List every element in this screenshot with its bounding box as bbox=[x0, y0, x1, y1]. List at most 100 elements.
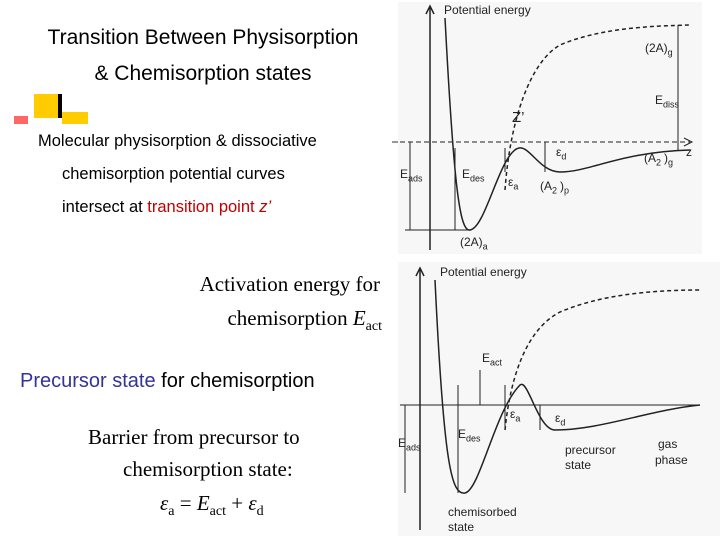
diagram-label: Potential energy bbox=[440, 266, 527, 278]
formula-part: ε bbox=[248, 491, 257, 515]
formula: εa = Eact + εd bbox=[160, 491, 264, 520]
diagram-label: εd bbox=[555, 412, 565, 427]
symbol: E bbox=[352, 306, 366, 330]
label-text: ε bbox=[508, 175, 514, 189]
label-text: E bbox=[400, 167, 409, 181]
title-line: Transition Between Physisorption bbox=[47, 26, 359, 49]
activation-line: Activation energy for bbox=[199, 272, 380, 296]
label-text: Potential energy bbox=[440, 265, 527, 279]
label-sub: ads bbox=[406, 442, 421, 453]
label-sub: g bbox=[668, 157, 674, 168]
label-text: phase bbox=[655, 453, 688, 467]
bullet-line: Molecular physisorption & dissociative bbox=[38, 132, 317, 150]
text: chemisorption bbox=[227, 306, 353, 330]
diagram-label: Eads bbox=[400, 168, 423, 183]
label-text: ε bbox=[555, 411, 561, 425]
diagram-label: Potential energy bbox=[444, 4, 531, 16]
label-text: E bbox=[482, 351, 491, 365]
diagram-label: )g bbox=[664, 152, 673, 167]
label-sub: diss bbox=[663, 99, 680, 110]
diagram-label: z bbox=[686, 146, 692, 158]
label-text: precursor bbox=[565, 443, 616, 457]
label-sub: p bbox=[564, 185, 570, 196]
precursor-line: Precursor state for chemisorption bbox=[20, 370, 315, 393]
label-sub: ads bbox=[408, 173, 423, 184]
activation-line: chemisorption Eact bbox=[227, 306, 382, 335]
label-sub: a bbox=[513, 181, 519, 192]
label-sub: d bbox=[561, 151, 567, 162]
subscript: act bbox=[209, 504, 226, 520]
diagram-label: Edes bbox=[462, 168, 485, 183]
formula-part: ε bbox=[160, 491, 169, 515]
text: intersect at bbox=[62, 198, 148, 216]
label-sub: 2 bbox=[552, 185, 558, 196]
label-sub: act bbox=[490, 357, 503, 368]
diagram-label: Ediss bbox=[655, 94, 679, 109]
barrier-line: chemisorption state: bbox=[123, 457, 293, 481]
label-sub: d bbox=[560, 417, 566, 428]
diagram-label: gas bbox=[658, 438, 677, 450]
label-text: (A bbox=[540, 179, 552, 193]
barrier-line: Barrier from precursor to bbox=[88, 425, 300, 449]
variable: z’ bbox=[254, 198, 272, 216]
bullet-line: chemisorption potential curves bbox=[62, 165, 285, 183]
label-text: (2A) bbox=[460, 235, 483, 249]
diagram-label: chemisorbed bbox=[448, 506, 517, 518]
icon bbox=[58, 94, 62, 118]
label-text: E bbox=[462, 167, 471, 181]
label-text: chemisorbed bbox=[448, 505, 517, 519]
diagram-label: εa bbox=[510, 408, 520, 423]
label-text: Potential energy bbox=[444, 3, 531, 17]
label-sub: a bbox=[515, 413, 521, 424]
formula-part: = bbox=[174, 491, 197, 515]
diagram-label: Z’ bbox=[512, 110, 525, 125]
label-text: z bbox=[686, 145, 692, 159]
subscript: a bbox=[168, 504, 175, 520]
formula-part: E bbox=[196, 491, 210, 515]
diagram-label: εd bbox=[556, 146, 566, 161]
label-text: ε bbox=[556, 145, 562, 159]
icon bbox=[34, 94, 58, 118]
subscript: d bbox=[256, 504, 264, 520]
diagram-label: )p bbox=[560, 180, 569, 195]
diagram-label: εa bbox=[508, 176, 518, 191]
label-text: E bbox=[398, 436, 407, 450]
label-text: ) bbox=[664, 151, 668, 165]
label-sub: des bbox=[466, 433, 481, 444]
diagram-label: phase bbox=[655, 454, 688, 466]
formula-part: + bbox=[226, 491, 249, 515]
icon bbox=[14, 116, 28, 124]
diagram-label: state bbox=[565, 459, 591, 471]
diagram-label: (2A)g bbox=[645, 42, 673, 57]
diagram-label: (A2 bbox=[644, 152, 661, 167]
title-line: & Chemisorption states bbox=[94, 62, 312, 85]
label-sub: des bbox=[470, 173, 485, 184]
diagram-label: Eact bbox=[482, 352, 502, 367]
label-text: (A bbox=[644, 151, 656, 165]
icon bbox=[62, 112, 88, 124]
label-text: (2A) bbox=[645, 41, 668, 55]
label-sub: a bbox=[482, 241, 488, 252]
bottom-diagram bbox=[398, 262, 720, 536]
label-text: E bbox=[458, 427, 467, 441]
diagram-label: precursor bbox=[565, 444, 616, 456]
top-diagram bbox=[398, 2, 702, 254]
diagram-label: Edes bbox=[458, 428, 481, 443]
diagram-label: Eads bbox=[398, 437, 421, 452]
label-sub: 2 bbox=[656, 157, 662, 168]
highlight: transition point bbox=[147, 198, 255, 216]
diagram-label: (A2 bbox=[540, 180, 557, 195]
label-text: Z’ bbox=[512, 109, 525, 126]
diagram-label: (2A)a bbox=[460, 236, 488, 251]
diagram-label: state bbox=[448, 521, 474, 533]
label-text: gas bbox=[658, 437, 678, 451]
label-text: ) bbox=[560, 179, 564, 193]
text: for chemisorption bbox=[155, 370, 315, 392]
label-text: ε bbox=[510, 407, 516, 421]
highlight: Precursor state bbox=[20, 370, 156, 392]
bullet-line: intersect at transition point z’ bbox=[62, 198, 271, 217]
label-text: state bbox=[565, 458, 592, 472]
label-text: state bbox=[448, 520, 475, 534]
